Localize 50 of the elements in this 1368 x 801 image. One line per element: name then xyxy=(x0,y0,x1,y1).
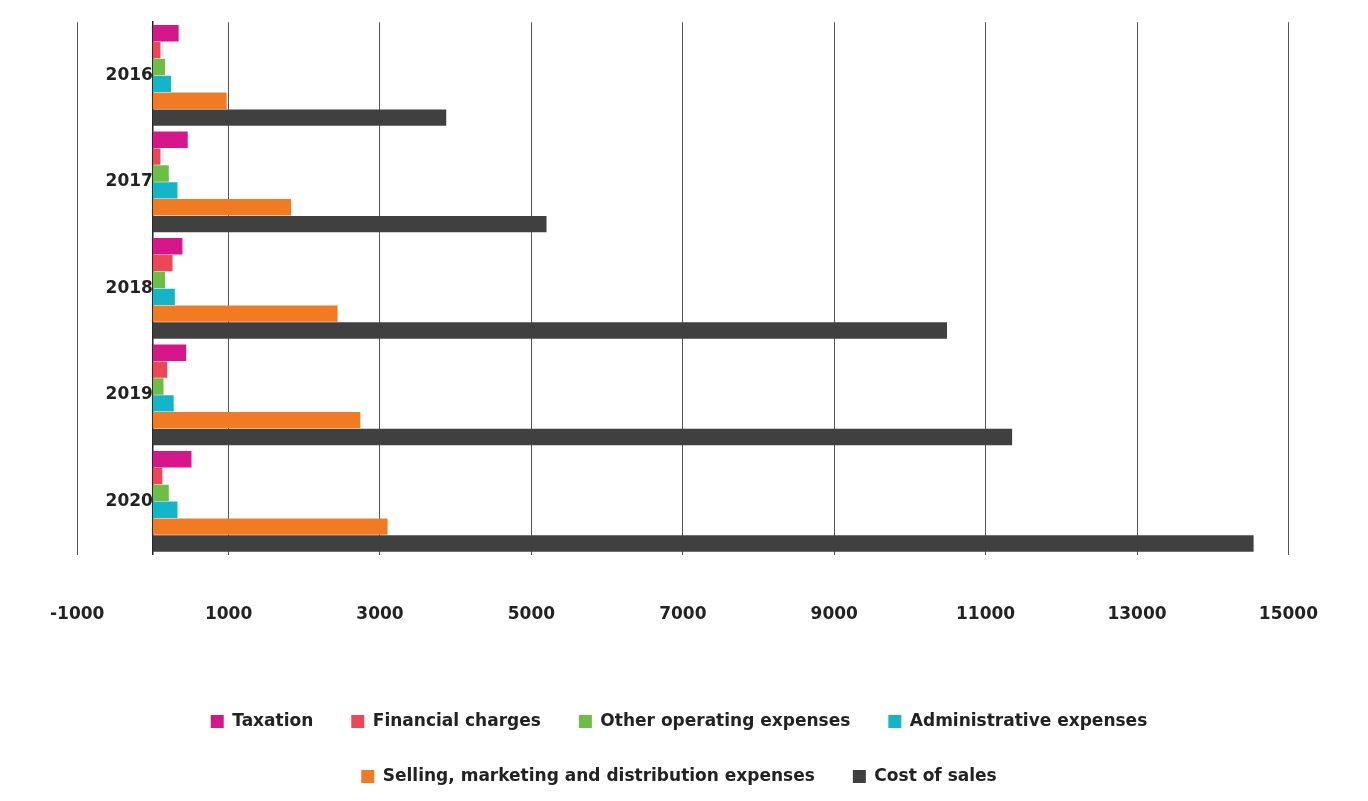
y-tick-label: 2017 xyxy=(105,170,153,191)
x-tick-label: 13000 xyxy=(1107,603,1167,624)
bar xyxy=(152,199,292,216)
y-tick-label: 2020 xyxy=(105,489,154,510)
bar xyxy=(152,148,161,165)
x-tick-label: 11000 xyxy=(956,603,1016,624)
y-tick-label: 2016 xyxy=(105,63,153,84)
bar xyxy=(152,428,1013,446)
bar xyxy=(152,41,161,59)
bar xyxy=(152,344,187,361)
bar xyxy=(152,25,179,42)
x-tick-label: 7000 xyxy=(659,603,707,624)
legend-label: Financial charges xyxy=(372,709,541,730)
legend-label: Cost of sales xyxy=(874,764,997,785)
bar xyxy=(152,361,168,378)
bar xyxy=(152,518,388,535)
y-tick-label: 2018 xyxy=(105,276,153,297)
x-tick-label: 15000 xyxy=(1258,603,1319,624)
bar xyxy=(152,254,173,272)
bar xyxy=(152,131,188,148)
bar xyxy=(152,109,447,126)
bar xyxy=(152,411,361,429)
legend-label: Other operating expenses xyxy=(600,709,851,730)
legend-label: Selling, marketing and distribution expenses xyxy=(382,764,815,785)
bar xyxy=(152,451,192,468)
legend-label: Taxation xyxy=(232,709,314,730)
bar xyxy=(152,75,172,93)
bar xyxy=(152,238,183,255)
bar xyxy=(152,182,178,199)
x-tick-label: 9000 xyxy=(810,603,859,624)
bar xyxy=(152,271,165,289)
x-tick-label: -1000 xyxy=(50,603,105,624)
bar xyxy=(152,322,948,339)
y-tick-label: 2019 xyxy=(105,383,153,404)
bar xyxy=(152,215,547,233)
bar xyxy=(152,395,174,412)
x-tick-label: 1000 xyxy=(204,603,253,624)
x-tick-label: 3000 xyxy=(356,603,404,624)
legend-label: Administrative expenses xyxy=(909,709,1148,730)
bar xyxy=(152,535,1254,552)
x-tick-label: 5000 xyxy=(507,603,556,624)
bar xyxy=(152,92,227,109)
bar xyxy=(152,288,175,306)
bar xyxy=(152,484,169,502)
bar xyxy=(152,165,169,182)
bar xyxy=(152,305,338,322)
bar xyxy=(152,501,178,518)
bar xyxy=(152,467,163,485)
bar xyxy=(152,378,164,395)
bar xyxy=(152,58,165,76)
